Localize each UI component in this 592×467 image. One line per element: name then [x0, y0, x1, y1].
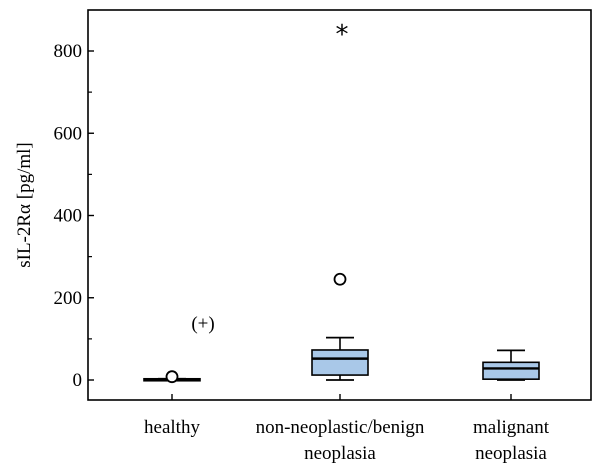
y-tick-label-2: 400: [54, 206, 83, 227]
box-group-1: *: [311, 20, 369, 381]
y-tick-label-1: 200: [54, 288, 83, 309]
extreme-point-1-0: *: [336, 20, 349, 50]
x-category-label-1-line-0: non-neoplastic/benign: [256, 417, 425, 438]
box-group-2: [482, 349, 540, 381]
y-tick-label-0: 0: [73, 370, 83, 391]
y-axis: 0 200 400 600 800: [54, 41, 94, 391]
annotations-layer: (+): [191, 313, 214, 334]
box-1: [311, 349, 369, 376]
box-2: [482, 361, 540, 380]
x-category-label-2-line-0: malignant: [473, 417, 550, 438]
plot-area: [87, 9, 592, 401]
annotation-0: (+): [191, 313, 214, 334]
x-category-label-1-line-1: neoplasia: [304, 443, 376, 464]
y-tick-label-3: 600: [54, 123, 83, 144]
x-category-label-2-line-1: neoplasia: [475, 443, 547, 464]
outlier-point-1-0: [333, 272, 347, 286]
box-group-0: [143, 370, 201, 384]
y-axis-label: sIL-2Rα [pg/ml]: [14, 142, 35, 268]
y-tick-label-4: 800: [54, 41, 83, 62]
x-category-label-0-line-0: healthy: [144, 417, 200, 438]
x-axis: healthy non-neoplastic/benign neoplasia mal…: [144, 394, 550, 464]
outlier-point-0-0: [165, 370, 179, 384]
boxes-layer: *: [143, 20, 540, 384]
